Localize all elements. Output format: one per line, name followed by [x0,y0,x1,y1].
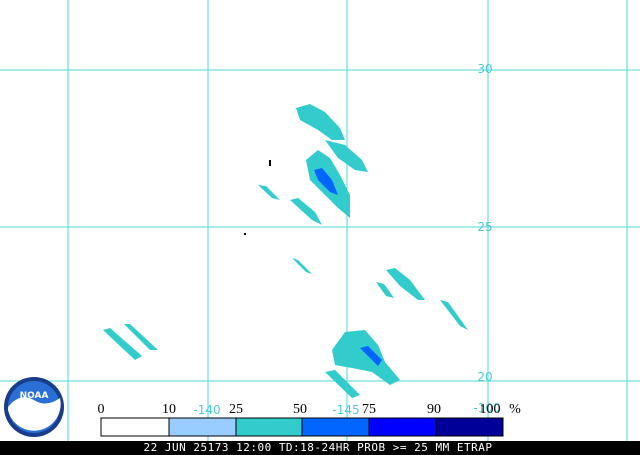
legend-unit: % [509,402,521,417]
logo-text: NOAA [20,391,49,401]
longitude-label: -145 [332,403,359,417]
legend-box [235,417,303,437]
logo-bird [8,397,61,431]
rain-area [325,370,360,398]
legend-box [100,417,170,437]
rain-area [103,328,142,360]
rain-area [376,282,394,298]
footer-text: 22 JUN 25173 12:00 TD:18-24HR PROB >= 25… [143,441,492,454]
legend-label: 10 [162,402,176,417]
legend-box [435,417,504,437]
legend-label: 0 [98,402,105,417]
rain-area-high [360,346,382,366]
footer-bar [0,441,640,455]
rain-area [386,268,425,300]
longitude-label: -100 [473,401,500,415]
graticule [0,0,640,441]
legend-label: 90 [427,402,441,417]
legend-box [301,417,370,437]
rain-area [440,300,468,330]
longitude-label: -140 [193,403,220,417]
legend-box [168,417,237,437]
legend-label: 75 [362,402,376,417]
rain-area [325,140,368,172]
legend-box [368,417,437,437]
rain-area [290,198,322,225]
legend-label: 50 [293,402,307,417]
latitude-label: 30 [477,62,492,76]
island [269,160,271,166]
noaa-logo: NOAA [4,377,64,437]
rain-area [258,185,280,200]
legend-label: 100 [480,402,501,417]
island [244,233,246,235]
rain-area [292,258,312,274]
legend: 0 10 25 50 75 90 100 % [98,402,521,437]
rain-area [332,330,400,385]
rain-area [124,324,158,350]
legend-label: 25 [229,402,243,417]
latitude-label: 25 [477,220,492,234]
rain-area [296,104,345,140]
probability-areas [103,104,468,398]
latitude-label: 20 [477,370,492,384]
rain-area-high [314,168,338,195]
